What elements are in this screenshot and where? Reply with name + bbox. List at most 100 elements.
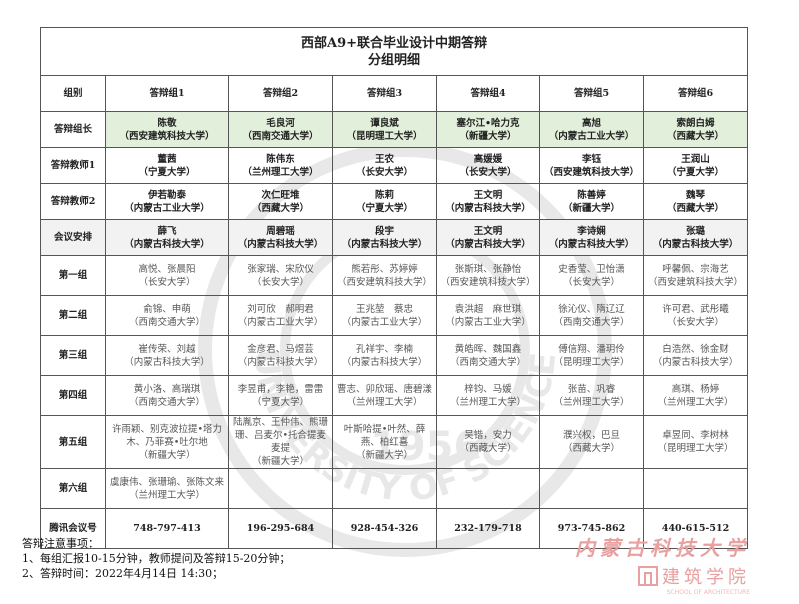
cell-name: 段宇	[374, 225, 394, 237]
row-teacher2: 答辩教师2 伊若勒泰 （内蒙古工业大学） 次仁旺堆 （西藏大学） 陈莉 （宁夏大学） 王文明（…	[40, 183, 749, 220]
cell-name: 黄小洛、高瑞琪	[133, 383, 201, 395]
cell-name: 李昱甫，李艳，雷雷	[237, 383, 324, 395]
cell-tencent-group-4: 232-179-718	[436, 508, 540, 549]
cell-org: （西安建筑科技大学）	[119, 130, 215, 142]
cell-g4-group-2: 李昱甫，李艳，雷雷 （宁夏大学）	[228, 375, 333, 416]
cell-org: （内蒙古科技大学）	[124, 238, 210, 250]
cell-org: （内蒙古科技大学）	[237, 238, 324, 250]
cell-org: （西藏大学）	[251, 202, 309, 214]
cell-org: （宁夏大学）	[251, 396, 309, 408]
cell-org: （内蒙古科技大学）	[445, 202, 531, 214]
title-line2: 分组明细	[368, 52, 421, 68]
cell-g2-group-2: 刘可欣 郝明君 （内蒙古工业大学）	[228, 295, 333, 336]
cell-g6-group-2	[228, 468, 333, 509]
cell-name: 许雨颖、别克波拉提•塔力木、乃菲赛•吐尔地	[111, 423, 223, 448]
cell-g1-group-6: 呼馨佩、宗海艺 （西安建筑科技大学）	[642, 255, 749, 296]
cell-meeting-group-3: 段宇 （内蒙古科技大学）	[332, 219, 437, 256]
cell-org: （内蒙古科技大学）	[652, 356, 739, 368]
logo-en: SCHOOL OF ARCHITECTURE	[666, 589, 750, 596]
row-g2: 第二组 俞锦、申萌 （西南交通大学） 刘可欣 郝明君 （内蒙古工业大学） 王兆堃 蔡忠 （内…	[40, 295, 749, 336]
cell-org: （新疆大学）	[459, 130, 517, 142]
cell-org: （西南交通大学）	[128, 316, 205, 328]
cell-name: 高琪、杨婷	[671, 383, 720, 395]
logo-calligraphy: 内蒙古科技大学	[575, 536, 750, 560]
header-group-2: 答辩组2	[228, 75, 333, 112]
cell-org: （西藏大学）	[459, 443, 517, 454]
cell-name: 黄皓晖、魏国鑫	[454, 343, 522, 355]
cell-org: （兰州理工大学）	[242, 166, 319, 178]
row-leader: 答辩组长 陈敬 （西安建筑科技大学） 毛良河 （西南交通大学） 谭良斌 （昆明理工大学） 塞尔…	[40, 111, 749, 148]
cell-name: 周碧瑶	[266, 225, 295, 237]
header-row: 组别 答辩组1 答辩组2 答辩组3 答辩组4 答辩组5 答辩组6	[40, 75, 749, 112]
cell-org: （内蒙古科技大学）	[652, 238, 739, 250]
cell-org: （长安大学）	[667, 316, 725, 328]
cell-org: （西安建筑科技大学）	[543, 166, 639, 178]
row-label: 第五组	[40, 415, 106, 469]
cell-name: 叶斯哈提•叶然、薛燕、柏红喜	[343, 423, 426, 448]
cell-g3-group-1: 崔传荣、刘越 （内蒙古科技大学）	[105, 335, 229, 376]
cell-name: 王文明	[473, 225, 503, 237]
cell-g3-group-4: 黄皓晖、魏国鑫 （西南交通大学）	[436, 335, 540, 376]
header-group-5: 答辩组5	[539, 75, 644, 112]
notes-heading: 答辩注意事项：	[22, 537, 99, 550]
cell-g5-group-4: 吴锴，安力 （西藏大学）	[436, 415, 540, 469]
cell-org: （西藏大学）	[667, 202, 725, 214]
title-line1: 西部A9+联合毕业设计中期答辩	[301, 35, 488, 51]
cell-name: 崔传荣、刘越	[138, 343, 196, 355]
cell-name: 李诗娴	[577, 225, 606, 237]
header-group-6: 答辩组6	[642, 75, 749, 112]
row-g3: 第三组 崔传荣、刘越 （内蒙古科技大学） 金彦君、马煜芸 （内蒙古科技大学） 孔祥宇、李楠…	[40, 335, 749, 376]
cell-leader-group-1: 陈敬 （西安建筑科技大学）	[105, 111, 229, 148]
cell-org: （内蒙古工业大学）	[445, 316, 531, 328]
row-label: 答辩组长	[40, 111, 106, 148]
cell-teacher1-group-1: 董茜 （宁夏大学）	[105, 147, 229, 184]
cell-org: （兰州理工大学）	[657, 396, 734, 408]
row-g5: 第五组 许雨颖、别克波拉提•塔力木、乃菲赛•吐尔地 （新疆大学） 陆胤京、王仲伟、熊珊…	[40, 415, 749, 469]
row-label: 第六组	[40, 468, 106, 509]
page-title: 西部A9+联合毕业设计中期答辩 分组明细	[39, 27, 749, 76]
cell-name: 梓钧、马媛	[464, 383, 512, 395]
cell-org: （西南交通大学）	[242, 130, 319, 142]
cell-meeting-group-5: 李诗娴 （内蒙古科技大学）	[539, 219, 644, 256]
row-g6: 第六组 虞康伟、张珊瑜、张陈文来 （兰州理工大学）	[40, 468, 749, 509]
row-meeting: 会议安排 薛飞 （内蒙古科技大学） 周碧瑶 （内蒙古科技大学） 段宇 （内蒙古科技大学） 王文…	[40, 219, 749, 256]
row-g1: 第一组 高悦、张晨阳 （长安大学） 张家瑞、宋欣仪 （长安大学） 熊若彤、苏婷婷 （西安建筑…	[40, 255, 749, 296]
row-label: 第四组	[40, 375, 106, 416]
cell-g6-group-5	[539, 468, 644, 509]
header-group-3: 答辩组3	[332, 75, 437, 112]
cell-org: （昆明理工大学）	[553, 356, 630, 368]
cell-teacher2-group-6: 魏琴 （西藏大学）	[642, 183, 749, 220]
row-label: 答辩教师1	[40, 147, 106, 184]
cell-name: 王农	[374, 153, 394, 165]
school-logo: 内蒙古科技大学 建筑学院 SCHOOL OF ARCHITECTURE	[540, 532, 750, 598]
cell-name: 濮兴权，巴旦	[562, 430, 620, 441]
cell-org: （内蒙古科技大学）	[341, 356, 428, 368]
cell-g2-group-1: 俞锦、申萌 （西南交通大学）	[105, 295, 229, 336]
cell-g2-group-6: 许可君、武彤曦 （长安大学）	[642, 295, 749, 336]
cell-org: （内蒙古工业大学）	[341, 316, 428, 328]
header-group-4: 答辩组4	[436, 75, 540, 112]
cell-name: 魏琴	[686, 189, 706, 201]
cell-org: （长安大学）	[138, 276, 196, 288]
cell-org: （长安大学）	[355, 166, 413, 178]
cell-name: 许可君、武彤曦	[662, 303, 729, 315]
cell-name: 陈莉	[374, 189, 394, 201]
cell-org: （西南交通大学）	[553, 316, 630, 328]
cell-g3-group-6: 白浩然、徐金财 （内蒙古科技大学）	[642, 335, 749, 376]
cell-name: 张家瑞、宋欣仪	[247, 263, 314, 275]
cell-teacher1-group-5: 李钰 （西安建筑科技大学）	[539, 147, 644, 184]
cell-name: 李钰	[581, 153, 601, 165]
cell-tencent-group-5: 973-745-862	[539, 508, 644, 549]
cell-leader-group-3: 谭良斌 （昆明理工大学）	[332, 111, 437, 148]
cell-g4-group-3: 曹志、卯欣瑶、唐碧漾 （兰州理工大学）	[332, 375, 437, 416]
cell-teacher1-group-3: 王农 （长安大学）	[332, 147, 437, 184]
cell-name: 高悦、张晨阳	[138, 263, 196, 275]
cell-g4-group-6: 高琪、杨婷 （兰州理工大学）	[642, 375, 749, 416]
defense-group-table: 西部A9+联合毕业设计中期答辩 分组明细 组别 答辩组1 答辩组2 答辩组3 答辩…	[39, 27, 749, 549]
cell-teacher1-group-2: 陈伟东 （兰州理工大学）	[228, 147, 333, 184]
row-tencent: 腾讯会议号 748-797-413 196-295-684 928-454-326 23…	[40, 508, 749, 549]
row-label: 答辩教师2	[40, 183, 106, 220]
cell-name: 高旭	[581, 117, 601, 129]
cell-g1-group-1: 高悦、张晨阳 （长安大学）	[105, 255, 229, 296]
cell-teacher2-group-3: 陈莉 （宁夏大学）	[332, 183, 437, 220]
